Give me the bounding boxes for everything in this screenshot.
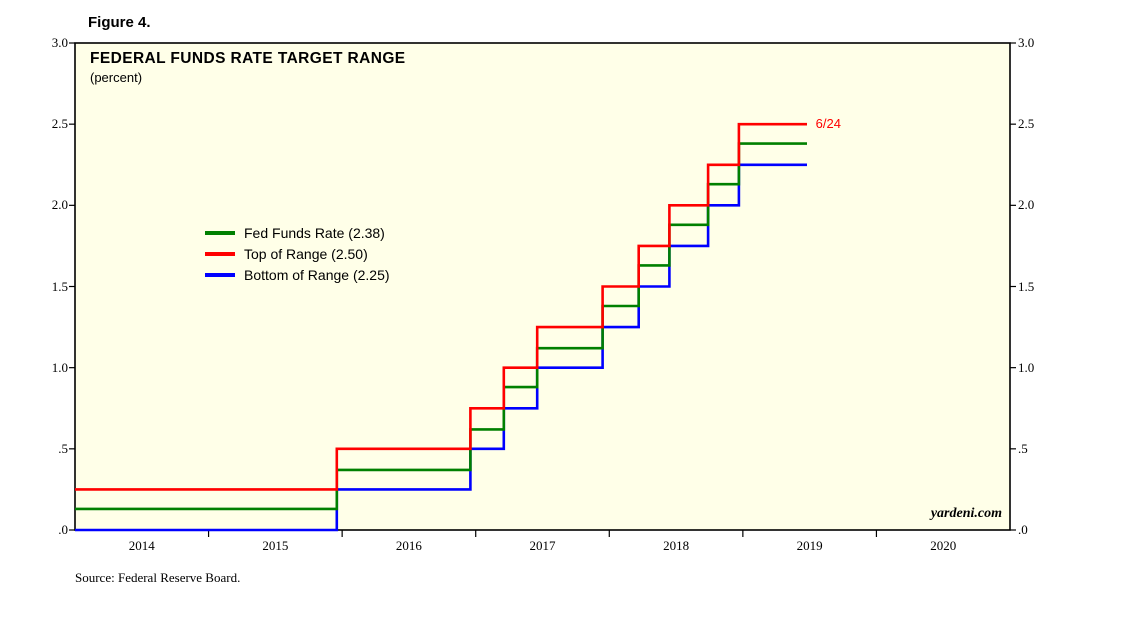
y-axis-label-left: 1.5 bbox=[51, 278, 68, 294]
y-axis-label-right: 1.0 bbox=[1018, 359, 1035, 375]
x-axis-label: 2016 bbox=[395, 538, 422, 553]
x-axis-label: 2019 bbox=[796, 538, 823, 553]
y-axis-label-right: 1.5 bbox=[1018, 278, 1035, 294]
bottom-of-range-swatch-icon bbox=[205, 272, 235, 277]
chart-subtitle: (percent) bbox=[90, 70, 143, 85]
plot-area bbox=[75, 43, 1010, 530]
x-axis-label: 2020 bbox=[930, 538, 957, 553]
y-axis-label-left: 2.5 bbox=[51, 116, 68, 132]
y-axis-label-right: 3.0 bbox=[1018, 35, 1035, 50]
watermark: yardeni.com bbox=[930, 506, 1002, 521]
y-axis-label-left: 2.0 bbox=[51, 197, 68, 213]
legend-label-fed-funds: Fed Funds Rate (2.38) bbox=[244, 224, 385, 241]
latest-value-annotation: 6/24 bbox=[815, 116, 841, 132]
y-axis-label-right: .0 bbox=[1018, 522, 1028, 537]
legend-row-top-of-range: Top of Range (2.50) bbox=[205, 243, 390, 264]
chart-title: FEDERAL FUNDS RATE TARGET RANGE bbox=[90, 50, 406, 67]
y-axis-label-right: .5 bbox=[1018, 440, 1028, 456]
x-axis-label: 2015 bbox=[262, 538, 289, 553]
plot-border bbox=[74, 42, 1011, 531]
y-axis-label-left: 1.0 bbox=[51, 359, 68, 375]
source-note: Source: Federal Reserve Board. bbox=[75, 570, 241, 585]
top-of-range-swatch-icon bbox=[205, 251, 235, 256]
chart-legend: Fed Funds Rate (2.38) Top of Range (2.50… bbox=[205, 222, 390, 285]
y-axis-label-left: .0 bbox=[58, 522, 68, 537]
figure-label: Figure 4. bbox=[88, 14, 151, 31]
x-axis-label: 2014 bbox=[128, 538, 155, 553]
y-axis-label-right: 2.0 bbox=[1018, 197, 1035, 213]
legend-row-fed-funds: Fed Funds Rate (2.38) bbox=[205, 222, 390, 243]
series-line-1 bbox=[75, 122, 807, 491]
legend-label-top-of-range: Top of Range (2.50) bbox=[244, 245, 368, 262]
x-axis-label: 2017 bbox=[529, 538, 556, 553]
fed-funds-swatch-icon bbox=[205, 230, 235, 235]
x-axis-label: 2018 bbox=[663, 538, 690, 553]
legend-label-bottom-of-range: Bottom of Range (2.25) bbox=[244, 266, 390, 283]
y-axis-label-left: 3.0 bbox=[51, 35, 68, 50]
legend-row-bottom-of-range: Bottom of Range (2.25) bbox=[205, 264, 390, 285]
y-axis-label-left: .5 bbox=[58, 440, 68, 456]
y-axis-label-right: 2.5 bbox=[1018, 116, 1035, 132]
